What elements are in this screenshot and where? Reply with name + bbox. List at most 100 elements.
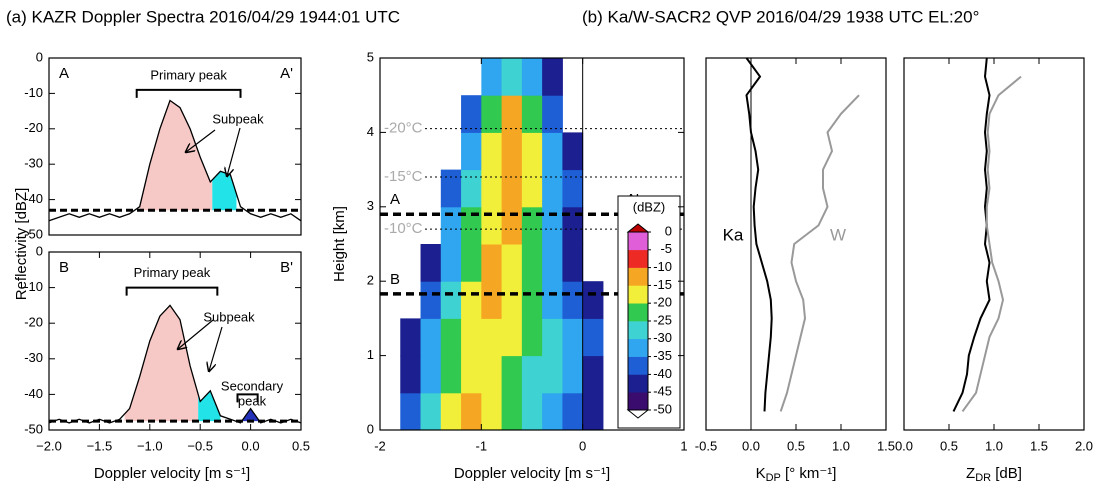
x-tick-label: 1 xyxy=(680,438,687,453)
heatmap-cell xyxy=(521,244,543,282)
heatmap-cell xyxy=(501,318,523,357)
x-axis-label-main: K xyxy=(756,465,766,482)
heatmap-cell xyxy=(420,281,442,319)
plot-frame xyxy=(48,251,302,431)
corner-label: A' xyxy=(280,65,293,82)
peak-area xyxy=(124,305,199,422)
y-tick-label: -40 xyxy=(24,191,43,206)
heatmap-cell xyxy=(521,318,543,357)
x-tick-label: -1 xyxy=(476,438,488,453)
heatmap-cell xyxy=(420,355,442,394)
spectrum-line xyxy=(48,99,302,222)
series-label: Ka xyxy=(723,225,744,244)
profile-line xyxy=(779,94,860,412)
heatmap-cell xyxy=(461,132,482,171)
heatmap-cell xyxy=(420,244,442,282)
heatmap-cell xyxy=(542,132,563,171)
heatmap-cell xyxy=(582,392,604,431)
heatmap-cell xyxy=(481,244,503,282)
heatmap-cell xyxy=(461,281,482,319)
heatmap-cell xyxy=(562,206,584,245)
colorbar-tick-label: -15 xyxy=(653,277,672,292)
y-tick-label: 0 xyxy=(367,421,374,436)
x-tick-label: 0.0 xyxy=(242,438,260,453)
heatmap-cell xyxy=(562,169,584,208)
y-tick-label: -50 xyxy=(24,226,43,241)
heatmap-cell xyxy=(542,58,563,96)
y-tick-label: -50 xyxy=(24,421,43,436)
peak-area xyxy=(212,171,237,211)
heatmap-cell xyxy=(481,206,503,245)
heatmap-cell xyxy=(481,58,503,96)
x-tick-label: −2.0 xyxy=(36,438,62,453)
heatmap-cell xyxy=(542,95,563,133)
heatmap-cell xyxy=(420,318,442,357)
x-tick-label: 1.0 xyxy=(985,438,1003,453)
colorbar-swatch xyxy=(628,356,648,375)
heatmap-cell xyxy=(501,244,523,282)
x-axis-label-main: Z xyxy=(966,465,975,482)
colorbar-tick-label: -20 xyxy=(653,295,672,310)
heatmap-cell xyxy=(542,355,563,394)
plot-frame xyxy=(379,57,685,431)
heatmap-cell xyxy=(400,392,422,431)
heatmap-cell xyxy=(481,355,503,394)
x-tick-label: 1.5 xyxy=(877,438,895,453)
x-tick-label: -2 xyxy=(374,438,386,453)
corner-label: A xyxy=(59,65,69,82)
y-tick-label: -20 xyxy=(24,120,43,135)
x-axis-label: KDP [° km⁻¹] xyxy=(756,465,837,484)
y-tick-label: -10 xyxy=(24,85,43,100)
x-tick-label: 0.0 xyxy=(742,438,760,453)
heatmap-cell xyxy=(501,355,523,394)
colorbar-swatch xyxy=(628,338,648,357)
heatmap-cell xyxy=(481,95,503,133)
annotation: Secondary xyxy=(221,378,284,393)
heatmap-cell xyxy=(461,355,482,394)
heatmap-cell xyxy=(501,206,523,245)
colorbar-tick-label: -5 xyxy=(660,241,672,256)
heatmap-cell xyxy=(521,281,543,319)
colorbar-tick-label: -10 xyxy=(653,259,672,274)
heatmap-cell xyxy=(562,355,584,394)
y-tick-label: 3 xyxy=(367,198,374,213)
heatmap-cell xyxy=(440,355,462,394)
corner-label: B xyxy=(59,259,69,276)
y-tick-label: -40 xyxy=(24,386,43,401)
bracket xyxy=(236,393,259,403)
y-tick-label: 0 xyxy=(36,49,43,64)
profile-line xyxy=(961,75,1022,412)
spectrum-line xyxy=(48,304,302,424)
annotation-arrow xyxy=(209,326,223,371)
colorbar-swatch xyxy=(628,374,648,393)
x-axis-label: Doppler velocity [m s⁻¹] xyxy=(454,465,610,482)
heatmap-cell xyxy=(562,318,584,357)
x-axis-label-sub: DR xyxy=(975,472,991,484)
y-tick-label: 2 xyxy=(367,273,374,288)
colorbar-swatch xyxy=(628,392,648,411)
heatmap-cell xyxy=(481,392,503,431)
x-axis-label-unit: [° km⁻¹] xyxy=(781,465,837,482)
heatmap-cell xyxy=(542,281,563,319)
bracket xyxy=(135,88,242,98)
isotherm-label: -15°C xyxy=(384,168,423,185)
colorbar-tick-label: -30 xyxy=(653,330,672,345)
heatmap-cell xyxy=(521,355,543,394)
plot-frame xyxy=(48,57,302,236)
heatmap-cell xyxy=(461,169,482,208)
colorbar-swatch xyxy=(628,303,648,322)
heatmap-cell xyxy=(481,132,503,171)
chart-title: (a) KAZR Doppler Spectra 2016/04/29 1944… xyxy=(6,7,400,26)
profile-line xyxy=(952,57,991,412)
x-tick-label: 0 xyxy=(579,438,586,453)
heatmap-cell xyxy=(562,281,584,319)
heatmap-cell xyxy=(542,169,563,208)
isotherm-label: -10°C xyxy=(384,220,423,237)
heatmap-cell xyxy=(400,318,422,357)
heatmap-cell xyxy=(461,392,482,431)
heatmap-cell xyxy=(501,281,523,319)
colorbar-swatch xyxy=(628,249,648,268)
heatmap-cell xyxy=(501,169,523,208)
heatmap-cell xyxy=(501,132,523,171)
